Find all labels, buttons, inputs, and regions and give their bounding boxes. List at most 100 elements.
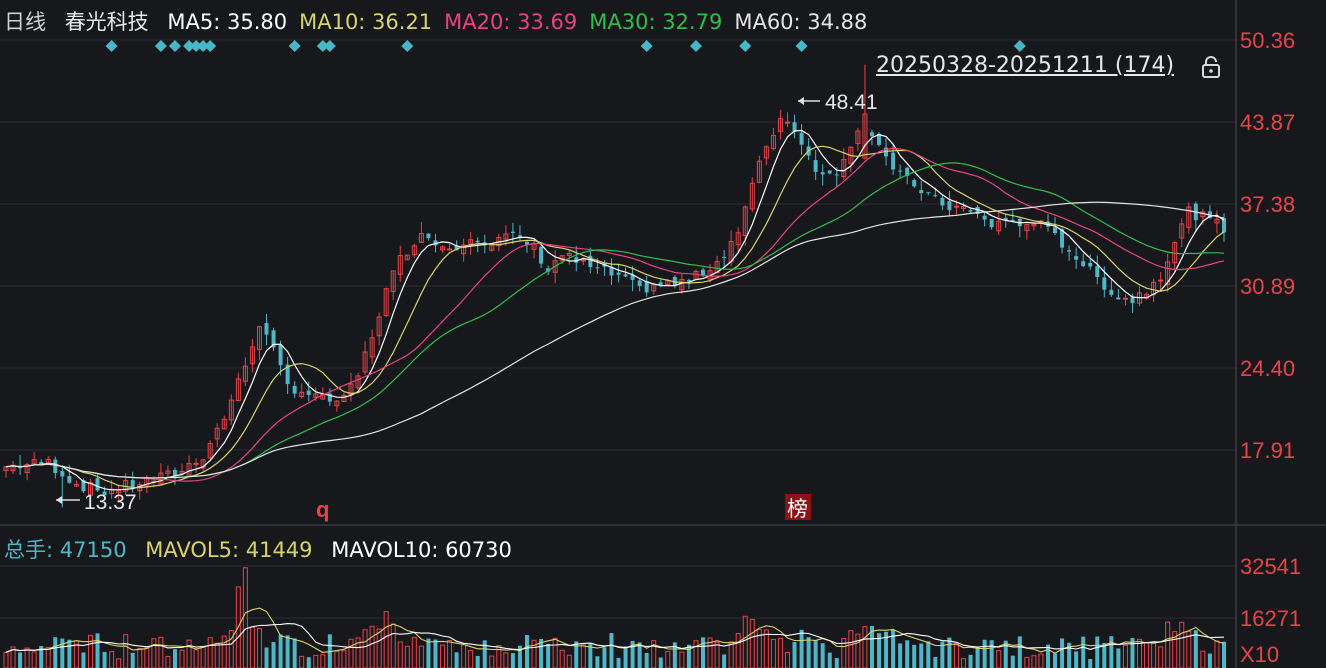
candle-body (376, 316, 382, 337)
candle-body (1010, 219, 1015, 221)
volume-bar (60, 638, 65, 668)
candle-body (327, 393, 332, 402)
candle-body (884, 147, 889, 157)
volume-bar (686, 644, 691, 668)
volume-bar (179, 649, 185, 668)
volume-bar (172, 649, 177, 668)
volume-bar (369, 625, 375, 668)
candle-body (348, 383, 354, 395)
ma-legend-item: MA30: 32.79 (589, 10, 723, 34)
candle-body (524, 241, 529, 246)
volume-bar (701, 637, 706, 668)
volume-bar (306, 657, 311, 668)
candle-body (651, 284, 657, 292)
candle-body (214, 427, 220, 440)
candle-body (862, 113, 868, 159)
volume-bar (552, 637, 558, 668)
candle-body (968, 210, 973, 212)
volume-bar (249, 626, 255, 668)
volume-bar (496, 645, 502, 668)
candle-body (228, 399, 234, 421)
volume-bar (1045, 644, 1050, 668)
volume-bar (271, 642, 276, 668)
candle-body (517, 235, 522, 238)
volume-bar (609, 633, 614, 668)
candle-body (81, 479, 86, 492)
candle-body (503, 233, 509, 240)
volume-bar (982, 639, 987, 668)
mavol5-label: MAVOL5: 41449 (145, 538, 313, 562)
period-label[interactable]: 日线 (4, 10, 46, 34)
lock-icon[interactable] (1200, 56, 1222, 78)
candle-body (722, 256, 727, 258)
candle-body (1081, 261, 1086, 267)
volume-bar (1109, 636, 1114, 668)
volume-bar (158, 636, 164, 668)
candle-body (165, 470, 171, 474)
volume-bar (574, 641, 579, 668)
volume-tick-label: 32541 (1240, 554, 1301, 579)
volume-bar (940, 641, 945, 668)
volume-bar (397, 641, 403, 668)
candle-body (397, 255, 403, 275)
volume-bar (763, 629, 769, 668)
signal-diamond (190, 40, 203, 52)
high-label: 48.41 (825, 91, 878, 114)
candle-body (24, 464, 30, 473)
volume-bar (404, 645, 410, 668)
candle-body (588, 255, 593, 267)
volume-bar (186, 639, 192, 668)
volume-bar (799, 629, 804, 668)
candle-body (418, 232, 424, 243)
volume-bar (31, 651, 37, 668)
ma-legend: MA5: 35.80 MA10: 36.21 MA20: 33.69 MA30: 32… (167, 10, 879, 34)
volume-bar (884, 631, 889, 668)
candle-body (637, 280, 642, 286)
candle-body (1095, 266, 1100, 277)
volume-bar (39, 646, 44, 668)
candle-body (919, 190, 924, 194)
volume-bar (784, 652, 790, 668)
volume-bar (602, 647, 607, 668)
candle-body (207, 443, 213, 459)
candle-body (616, 272, 621, 275)
volume-bar (503, 652, 509, 668)
candle-body (426, 233, 431, 239)
signal-diamond (1013, 40, 1026, 52)
candle-body (926, 192, 931, 194)
candle-body (912, 180, 917, 187)
candle-body (447, 248, 453, 251)
candle-body (1214, 218, 1220, 224)
candle-body (242, 365, 248, 382)
volume-bar (1116, 648, 1121, 668)
candle-body (982, 215, 987, 220)
volume-bar (334, 650, 340, 668)
volume-bar (630, 640, 635, 668)
candle-body (1179, 223, 1185, 239)
signal-diamond (183, 40, 196, 52)
volume-bar (905, 640, 910, 668)
price-tick-label: 24.40 (1240, 356, 1295, 381)
volume-bar (961, 658, 967, 668)
ma-legend-item: MA60: 34.88 (734, 10, 868, 34)
candle-body (158, 472, 164, 485)
signal-diamond (316, 40, 329, 52)
signal-diamond (739, 40, 752, 52)
volume-bar (919, 643, 924, 668)
candle-body (179, 470, 185, 474)
date-range-label[interactable]: 20250328-20251211 (174) (876, 53, 1175, 78)
price-tick-label: 50.36 (1240, 28, 1295, 53)
candle-body (1109, 289, 1114, 295)
volume-bar (933, 656, 938, 668)
volume-bar (67, 639, 72, 668)
volume-bar (770, 638, 776, 668)
volume-bar (1038, 653, 1044, 668)
candle-body (827, 170, 832, 174)
candle-body (334, 400, 340, 407)
price-tick-label: 30.89 (1240, 274, 1295, 299)
candle-body (433, 240, 438, 246)
volume-bar (806, 637, 811, 668)
signal-markers (105, 40, 1026, 52)
volume-bar (109, 651, 115, 668)
